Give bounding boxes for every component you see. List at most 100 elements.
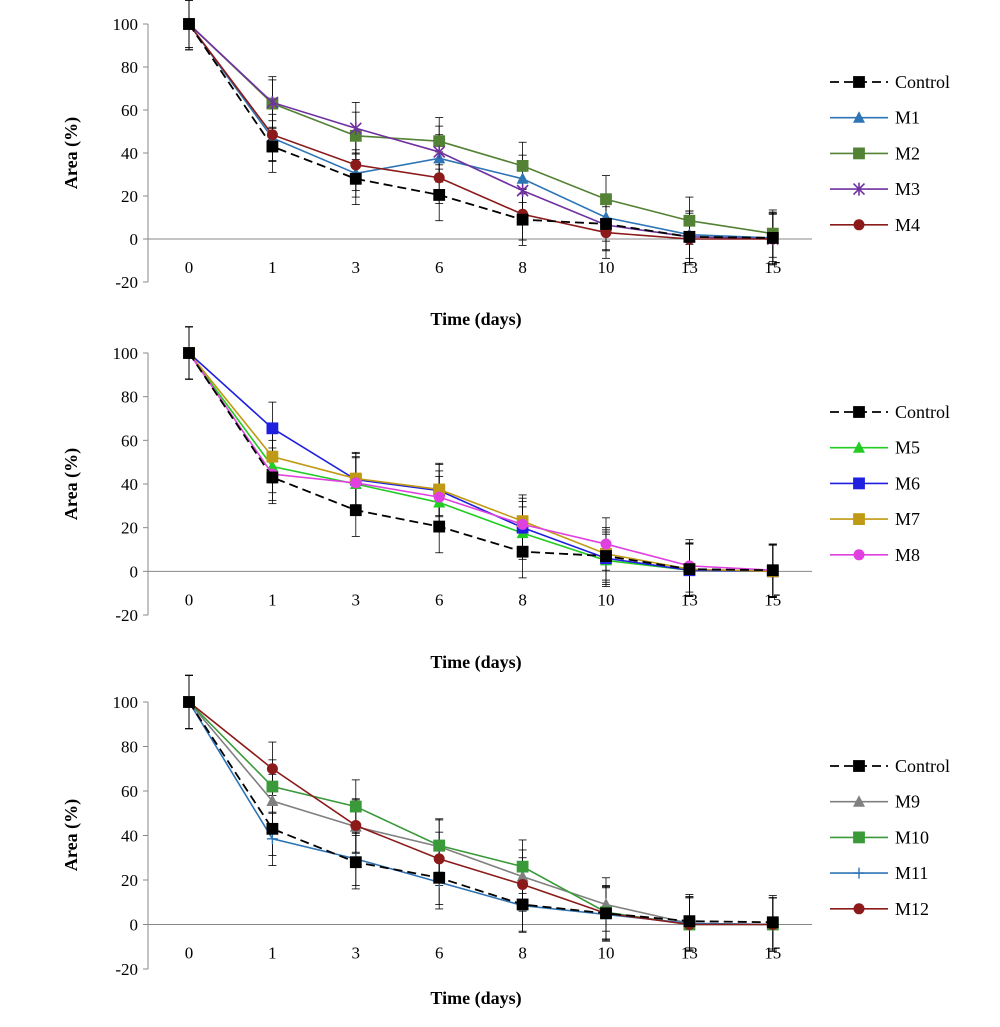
data-point-Control-4 [516,898,529,911]
x-tick-label: 0 [185,258,194,277]
data-point-M1-4 [516,172,529,184]
legend-label-M2: M2 [895,143,920,163]
data-point-Control-7 [766,564,779,577]
legend-marker-M8 [853,549,865,561]
data-point-Control-5 [600,550,612,562]
data-point-Control-4 [516,545,529,558]
y-tick-label: 100 [113,693,139,712]
y-tick-label: 40 [121,475,138,494]
data-point-Control-3 [433,520,446,533]
y-tick-label: 40 [121,144,138,163]
data-point-M12-3 [433,853,445,865]
data-point-M8-2 [350,477,362,489]
data-point-Control-7 [766,232,779,244]
x-tick-label: 0 [185,590,194,609]
series-line-M12 [188,701,773,926]
y-tick-label: -20 [115,273,138,292]
y-tick-label: 100 [113,15,139,34]
data-point-M12-1 [266,763,278,775]
data-point-Control-6 [683,915,696,928]
legend-label-M6: M6 [895,473,920,493]
legend-marker-M12 [853,903,865,915]
legend-marker-M2 [853,147,865,160]
x-tick-label: 13 [681,258,698,277]
data-point-M9-4 [516,870,529,882]
x-tick-label: 15 [764,590,781,609]
data-point-M2-4 [516,159,529,172]
legend-label-M4: M4 [895,215,920,235]
x-tick-label: 3 [352,944,361,963]
legend-marker-Control [853,406,865,418]
legend-label-M12: M12 [895,899,929,919]
y-tick-label: 80 [121,738,138,757]
x-axis-title: Time (days) [430,988,521,1009]
data-point-M3-1 [266,95,279,109]
legend: Control M5 M6 M7 M8 [830,402,950,565]
data-point-M3-2 [349,121,362,135]
series-line-M1 [188,23,773,239]
data-point-M4-3 [433,172,445,184]
data-point-M6-1 [266,422,279,435]
data-point-Control-2 [349,504,362,517]
series-line-M8 [188,352,773,572]
data-point-Control-2 [349,172,362,185]
x-tick-label: 6 [435,944,444,963]
data-point-M3-4 [516,184,529,198]
series-Control [183,696,779,929]
legend-label-M3: M3 [895,179,920,199]
x-axis-title: Time (days) [430,652,521,673]
data-point-Control-5 [600,218,612,230]
legend-marker-M9 [853,795,865,807]
y-tick-label: 100 [113,344,139,363]
data-point-M10-3 [433,839,446,852]
x-tick-label: 6 [435,590,444,609]
y-axis-title: Area (%) [61,799,82,871]
data-point-Control-5 [600,907,612,920]
y-tick-label: 60 [121,431,138,450]
x-tick-label: 8 [518,258,527,277]
legend-marker-M10 [853,831,865,844]
data-point-Control-6 [683,563,696,576]
y-tick-label: 20 [121,871,138,890]
legend-label-M5: M5 [895,438,920,458]
x-tick-label: 0 [185,944,194,963]
legend: Control M9 M10 M11 M12 [830,756,950,919]
y-tick-label: 60 [121,101,138,120]
data-point-M9-1 [266,794,279,807]
data-point-Control-7 [766,916,779,929]
x-tick-label: 8 [518,944,527,963]
data-point-Control-0 [183,347,195,359]
y-tick-label: 60 [121,782,138,801]
y-tick-label: 0 [130,230,139,249]
data-point-M2-3 [433,135,446,148]
series-line-M6 [188,352,773,573]
legend-marker-M3 [852,182,866,196]
legend-label-M11: M11 [895,863,928,883]
legend-marker-M6 [853,477,865,490]
x-tick-label: 10 [598,944,615,963]
data-point-Control-0 [183,18,195,30]
x-tick-label: 6 [435,258,444,277]
x-tick-label: 3 [352,258,361,277]
data-point-Control-3 [433,871,446,884]
legend-label-Control: Control [895,72,950,92]
series-line-M2 [188,23,773,235]
data-point-Control-1 [266,140,279,153]
y-axis-title: Area (%) [61,117,82,189]
y-tick-label: -20 [115,960,138,979]
legend-marker-Control [853,76,865,88]
y-tick-label: 40 [121,827,138,846]
data-point-M10-4 [516,860,529,873]
y-tick-label: 0 [130,916,139,935]
data-point-M7-1 [266,450,279,463]
data-point-M10-1 [266,780,279,793]
series-Control [183,18,779,244]
data-point-M8-5 [600,538,612,550]
legend-label-M7: M7 [895,509,920,529]
x-tick-label: 1 [268,944,277,963]
y-tick-label: 20 [121,519,138,538]
legend-marker-M7 [853,513,865,525]
